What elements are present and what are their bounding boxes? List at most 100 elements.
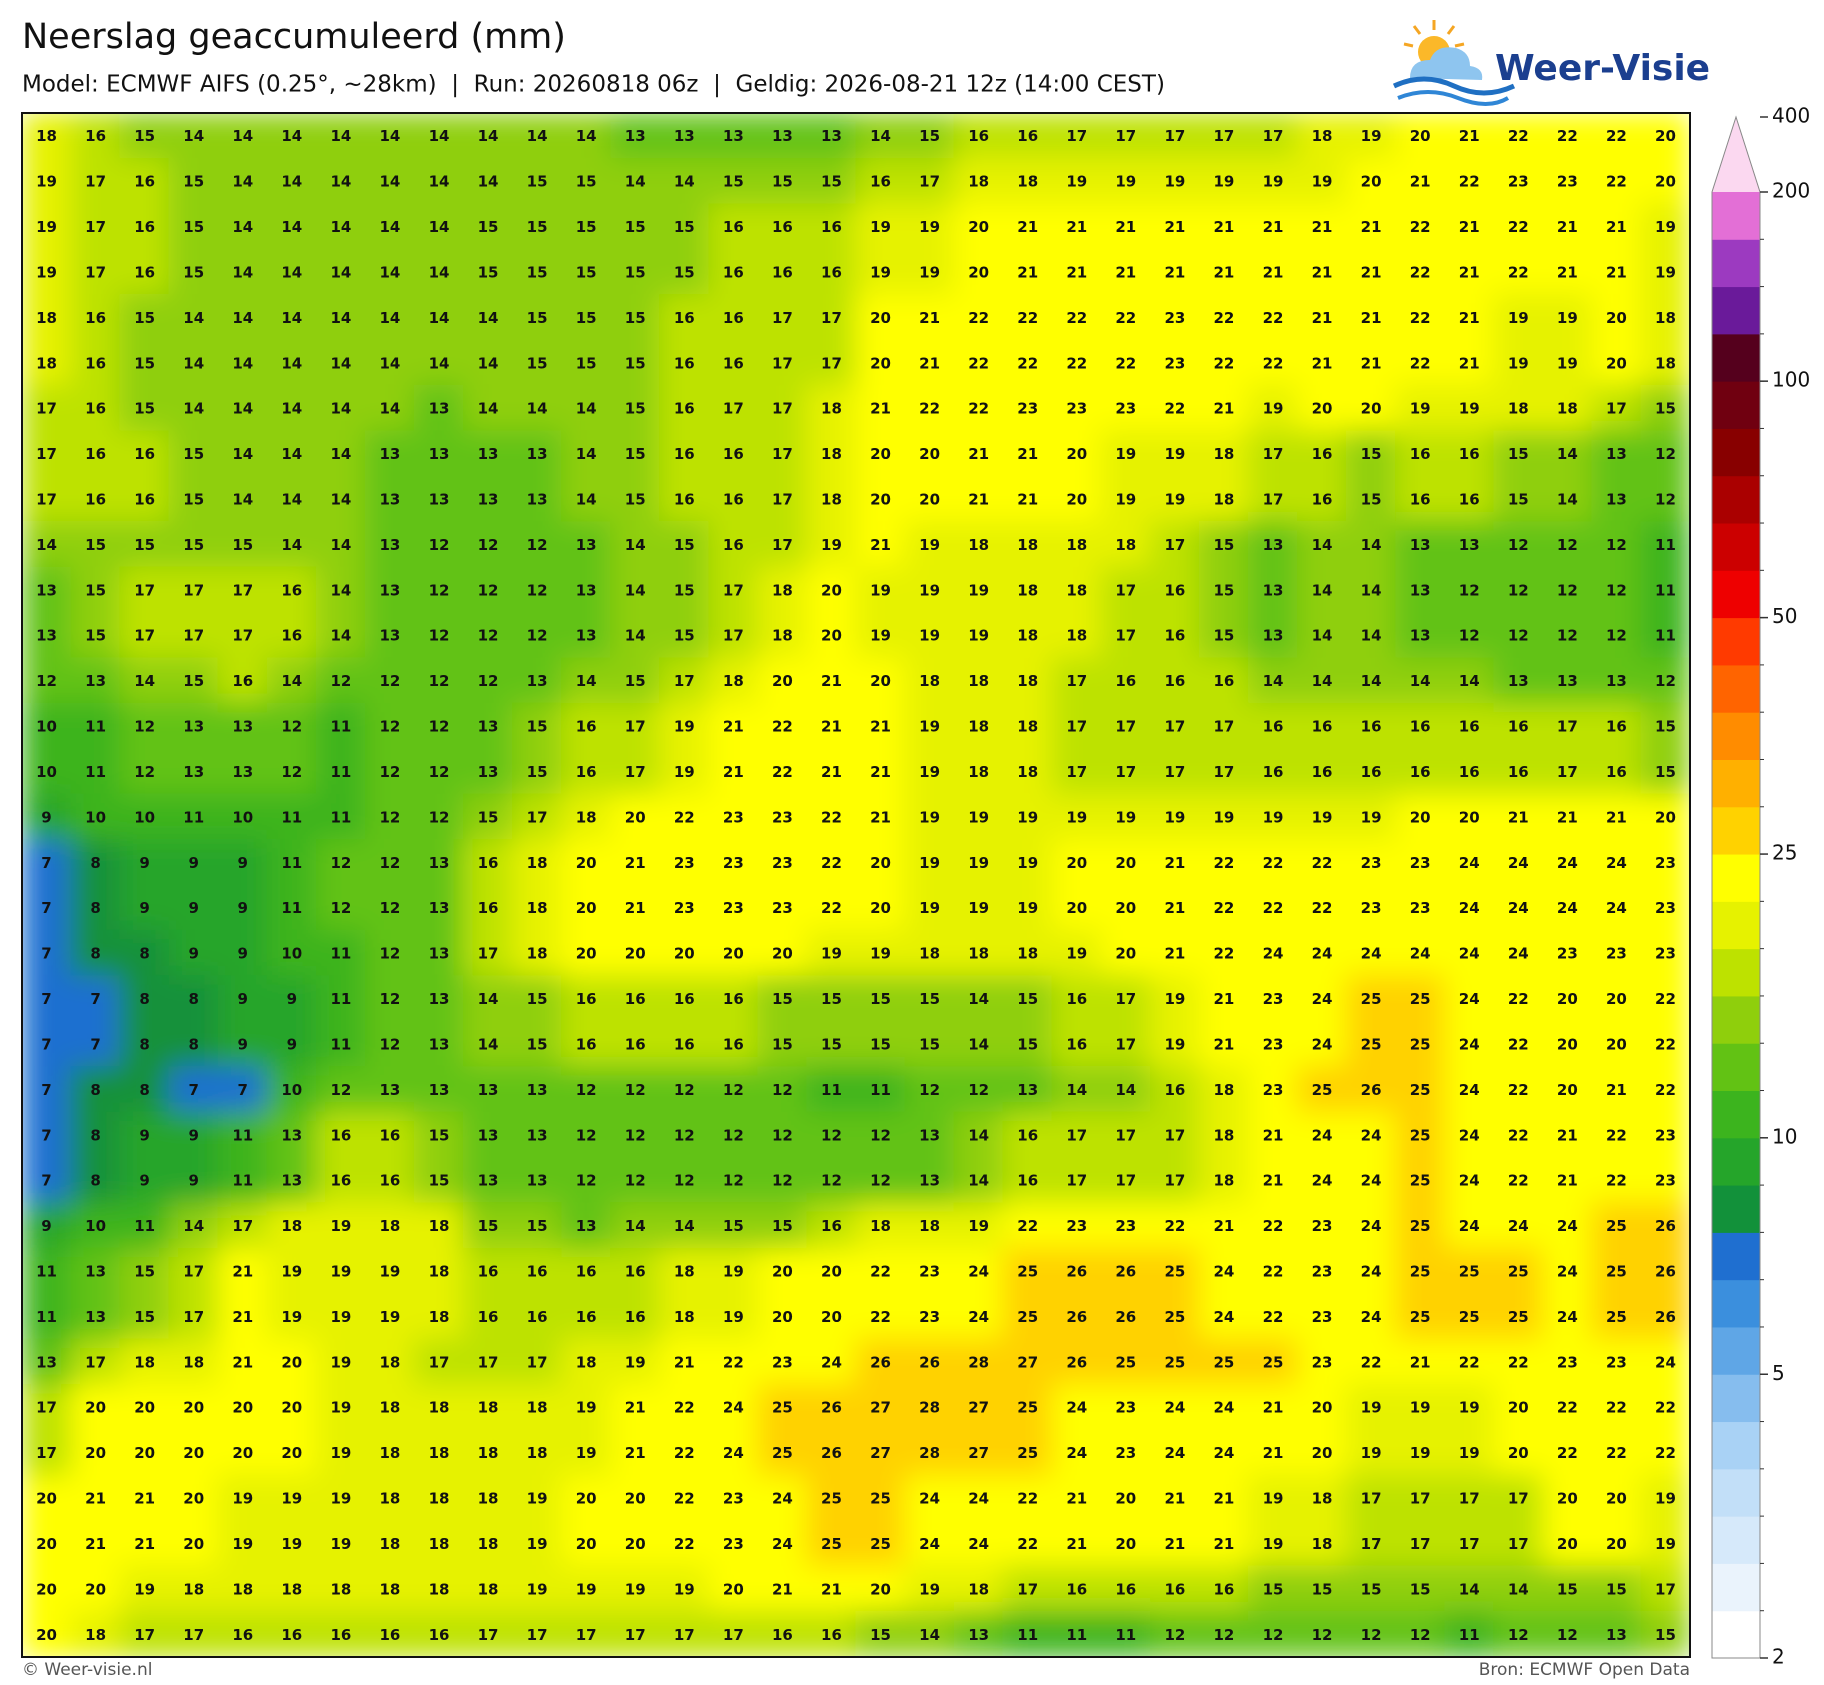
- precip-cell: [1346, 294, 1397, 341]
- precip-value: 20: [85, 1444, 106, 1462]
- precip-value: 24: [1312, 1035, 1333, 1053]
- precip-cell: [1395, 339, 1446, 386]
- precip-cell: [1542, 657, 1593, 704]
- precip-value: 11: [870, 1081, 891, 1099]
- precip-cell: [659, 793, 710, 841]
- precip-cell: [610, 1111, 661, 1158]
- precip-cell: [1444, 657, 1495, 704]
- precip-cell: [1444, 884, 1495, 931]
- precip-value: 20: [674, 945, 695, 963]
- precip-value: 20: [134, 1444, 155, 1462]
- precip-value: 18: [380, 1444, 401, 1462]
- precip-value: 15: [625, 263, 646, 281]
- precip-cell: [1051, 975, 1102, 1022]
- precip-cell: [119, 1156, 170, 1204]
- precip-value: 12: [380, 672, 401, 690]
- precip-value: 15: [183, 536, 204, 554]
- precip-value: 22: [1066, 354, 1087, 372]
- precip-cell: [855, 1520, 906, 1567]
- precip-cell: [1346, 929, 1397, 977]
- precip-cell: [119, 1565, 170, 1613]
- precip-cell: [266, 1111, 317, 1158]
- precip-cell: [168, 1293, 219, 1340]
- precip-value: 14: [380, 354, 401, 372]
- precip-value: 8: [188, 1035, 198, 1053]
- precip-cell: [904, 793, 955, 841]
- precip-cell: [217, 657, 268, 704]
- precip-value: 22: [1508, 1035, 1529, 1053]
- precip-cell: [1542, 248, 1593, 296]
- precip-value: 16: [576, 718, 597, 736]
- precip-cell: [1247, 157, 1299, 205]
- precip-value: 12: [1557, 627, 1578, 645]
- precip-cell: [659, 157, 710, 205]
- precip-value: 21: [1459, 263, 1480, 281]
- precip-cell: [561, 884, 612, 931]
- precip-cell: [512, 430, 563, 477]
- precip-value: 13: [576, 627, 597, 645]
- precip-cell: [904, 975, 955, 1022]
- precip-cell: [364, 339, 415, 386]
- precip-cell: [561, 248, 612, 296]
- precip-cell: [217, 1293, 268, 1340]
- precip-cell: [1149, 339, 1200, 386]
- precip-cell: [806, 1293, 857, 1340]
- precip-value: 22: [1410, 263, 1431, 281]
- precip-value: 14: [330, 581, 351, 599]
- precip-cell: [463, 248, 514, 296]
- precip-value: 14: [674, 173, 695, 191]
- precip-value: 25: [1606, 1217, 1627, 1235]
- precip-cell: [1100, 1247, 1151, 1295]
- precip-value: 17: [1410, 1490, 1431, 1508]
- precip-cell: [561, 203, 612, 250]
- precip-value: 26: [821, 1444, 842, 1462]
- precip-cell: [1247, 748, 1299, 795]
- precip-value: 21: [821, 718, 842, 736]
- precip-value: 19: [330, 1444, 351, 1462]
- precip-cell: [413, 157, 465, 205]
- precip-cell: [119, 339, 170, 386]
- precip-cell: [1493, 521, 1544, 568]
- precip-value: 16: [1410, 445, 1431, 463]
- precip-cell: [413, 1384, 465, 1431]
- colorbar-tick-label: 200: [1772, 179, 1810, 203]
- precip-value: 20: [1312, 1444, 1333, 1462]
- precip-value: 18: [36, 354, 57, 372]
- precip-cell: [1444, 793, 1495, 841]
- precip-cell: [1444, 475, 1495, 523]
- precip-value: 21: [1214, 1490, 1235, 1508]
- precip-cell: [806, 339, 857, 386]
- precip-value: 22: [1017, 1217, 1038, 1235]
- precip-cell: [1493, 339, 1544, 386]
- precip-value: 8: [188, 990, 198, 1008]
- precip-cell: [463, 975, 514, 1022]
- precip-value: 21: [1312, 309, 1333, 327]
- precip-value: 25: [870, 1535, 891, 1553]
- precip-cell: [806, 839, 857, 886]
- precip-cell: [1149, 566, 1200, 614]
- precip-value: 19: [968, 1217, 989, 1235]
- precip-value: 15: [772, 1217, 793, 1235]
- precip-value: 19: [134, 1580, 155, 1598]
- precip-value: 21: [1115, 218, 1136, 236]
- precip-value: 14: [919, 1626, 940, 1644]
- precip-cell: [70, 839, 121, 886]
- precip-value: 25: [1606, 1308, 1627, 1326]
- precip-cell: [70, 748, 121, 795]
- precip-cell: [1542, 1202, 1593, 1249]
- precip-cell: [904, 1293, 955, 1340]
- precip-cell: [217, 702, 268, 750]
- precip-cell: [1247, 884, 1299, 931]
- precip-cell: [1591, 1565, 1642, 1613]
- precip-value: 24: [1508, 945, 1529, 963]
- precip-cell: [561, 929, 612, 977]
- precip-cell: [1395, 1111, 1446, 1158]
- precip-value: 15: [576, 173, 597, 191]
- precip-value: 22: [1655, 1035, 1676, 1053]
- precip-value: 13: [429, 1081, 450, 1099]
- precip-value: 16: [723, 536, 744, 554]
- precip-value: 20: [183, 1444, 204, 1462]
- precip-value: 23: [1312, 1308, 1333, 1326]
- precip-value: 21: [232, 1263, 253, 1281]
- precip-cell: [1493, 702, 1544, 750]
